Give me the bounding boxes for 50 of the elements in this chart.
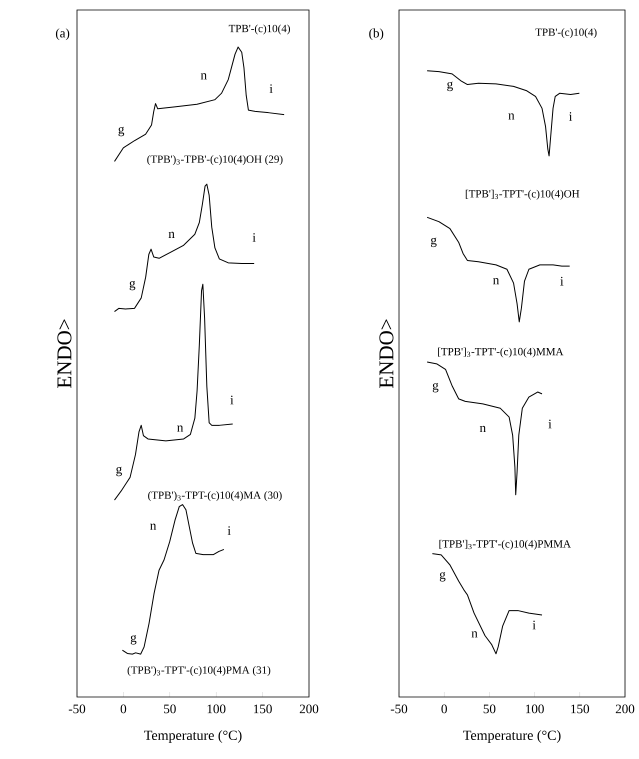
- annotation: g: [130, 280, 136, 290]
- x-tick-label: 150: [254, 704, 272, 714]
- text: (a): [56, 28, 70, 40]
- text: TPB'-(c)10(4): [228, 24, 290, 34]
- annotation: [TPB']$_{3}$-TPT'-(c)10(4)PMMA: [439, 540, 571, 550]
- x-tick-label: 200: [300, 704, 318, 714]
- annotation: g: [440, 572, 446, 582]
- x-tick-label: -50: [68, 704, 86, 714]
- annotation: i: [270, 84, 273, 93]
- text: (b): [369, 28, 384, 40]
- annotation: i: [228, 526, 231, 535]
- x-axis-title: Temperature (°C): [463, 730, 561, 743]
- annotation: i: [252, 233, 256, 242]
- annotation: g: [130, 635, 136, 645]
- annotation: n: [177, 425, 184, 432]
- annotation: (TPB')$_{3}$-TPT'-(c)10(4)PMA (31): [128, 666, 270, 676]
- x-tick-label: 50: [164, 704, 176, 714]
- x-tick-label: 50: [484, 704, 496, 714]
- annotation: n: [200, 73, 207, 80]
- annotation: (TPB')$_{3}$-TPB'-(c)10(4)OH (29): [147, 155, 283, 166]
- annotation: g: [116, 466, 122, 476]
- x-axis-title: Temperature (°C): [144, 730, 242, 743]
- annotation: [TPB']$_{3}$-TPT'-(c)10(4)MMA: [438, 348, 564, 358]
- annotation: g: [430, 238, 437, 248]
- x-tick-label: -50: [390, 704, 408, 714]
- annotation: n: [480, 426, 486, 432]
- annotation: (TPB')$_{3}$-TPT-(c)10(4)MA (30): [148, 491, 282, 502]
- y-axis-title: ENDO>: [57, 319, 72, 388]
- x-tick-label: 200: [616, 704, 634, 714]
- x-tick-label: 0: [441, 704, 447, 714]
- annotation: n: [472, 631, 478, 638]
- annotation: i: [230, 396, 234, 404]
- x-tick-label: 100: [526, 704, 544, 714]
- annotation: i: [548, 420, 552, 428]
- annotation: n: [493, 278, 500, 284]
- annotation: g: [432, 382, 438, 392]
- text: TPB'-(c)10(4): [535, 28, 597, 38]
- annotation: i: [532, 620, 536, 630]
- annotation: g: [118, 126, 124, 136]
- x-tick-label: 150: [571, 704, 590, 714]
- annotation: [TPB']$_{3}$-TPT'-(c)10(4)OH: [466, 190, 580, 200]
- annotation: g: [447, 82, 453, 92]
- annotation: n: [168, 232, 175, 238]
- x-tick-label: 0: [120, 704, 126, 714]
- annotation: n: [150, 524, 156, 530]
- annotation: i: [569, 112, 572, 121]
- annotation: i: [560, 276, 564, 286]
- x-tick-label: 100: [208, 704, 226, 714]
- annotation: n: [508, 113, 514, 120]
- y-axis-title: ENDO>: [379, 319, 394, 388]
